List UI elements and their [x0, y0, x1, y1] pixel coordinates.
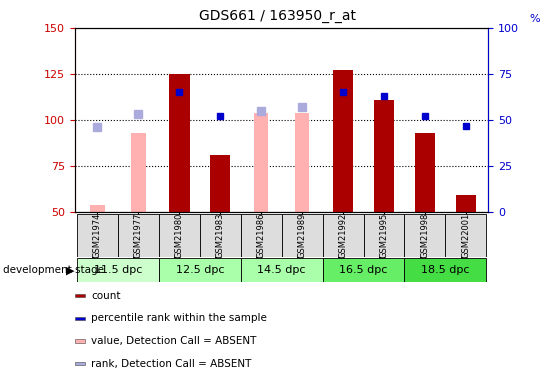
Text: GSM21995: GSM21995	[380, 213, 388, 258]
Bar	[90, 204, 104, 212]
Bar	[415, 133, 435, 212]
FancyBboxPatch shape	[159, 214, 200, 257]
Text: value, Detection Call = ABSENT: value, Detection Call = ABSENT	[92, 336, 257, 346]
Bar	[159, 258, 241, 282]
Text: %: %	[529, 15, 541, 24]
Bar	[374, 100, 394, 212]
Bar	[210, 155, 230, 212]
Text: development stage: development stage	[3, 265, 104, 275]
FancyBboxPatch shape	[281, 214, 322, 257]
Bar	[405, 258, 486, 282]
Text: GSM21983: GSM21983	[216, 213, 225, 258]
Text: 14.5 dpc: 14.5 dpc	[258, 265, 306, 275]
Text: GSM21974: GSM21974	[93, 213, 102, 258]
FancyBboxPatch shape	[77, 214, 118, 257]
Bar	[241, 258, 322, 282]
Bar	[75, 294, 85, 297]
Bar	[75, 339, 85, 343]
FancyBboxPatch shape	[364, 214, 405, 257]
Bar	[295, 112, 309, 212]
FancyBboxPatch shape	[200, 214, 241, 257]
Bar	[456, 195, 476, 212]
Text: GSM21998: GSM21998	[421, 213, 430, 258]
Bar	[322, 258, 405, 282]
FancyBboxPatch shape	[405, 214, 446, 257]
Text: 11.5 dpc: 11.5 dpc	[94, 265, 142, 275]
Text: percentile rank within the sample: percentile rank within the sample	[92, 313, 268, 323]
Text: GSM22001: GSM22001	[461, 213, 471, 258]
Bar	[77, 258, 159, 282]
Text: 12.5 dpc: 12.5 dpc	[175, 265, 224, 275]
Text: 16.5 dpc: 16.5 dpc	[339, 265, 388, 275]
Text: rank, Detection Call = ABSENT: rank, Detection Call = ABSENT	[92, 358, 252, 369]
Bar	[75, 316, 85, 320]
Text: GSM21980: GSM21980	[175, 213, 184, 258]
FancyBboxPatch shape	[322, 214, 364, 257]
Bar	[169, 74, 190, 212]
FancyBboxPatch shape	[241, 214, 281, 257]
Text: 18.5 dpc: 18.5 dpc	[421, 265, 470, 275]
Bar	[75, 362, 85, 365]
Bar	[254, 112, 269, 212]
Text: GSM21989: GSM21989	[297, 213, 306, 258]
FancyBboxPatch shape	[118, 214, 159, 257]
Text: GDS661 / 163950_r_at: GDS661 / 163950_r_at	[199, 9, 356, 23]
Bar	[131, 133, 145, 212]
Text: GSM21977: GSM21977	[134, 213, 143, 258]
Text: GSM21992: GSM21992	[339, 213, 347, 258]
Text: GSM21986: GSM21986	[257, 213, 266, 258]
FancyBboxPatch shape	[446, 214, 486, 257]
Text: ▶: ▶	[66, 265, 75, 275]
Text: count: count	[92, 291, 121, 301]
Bar	[333, 70, 354, 212]
